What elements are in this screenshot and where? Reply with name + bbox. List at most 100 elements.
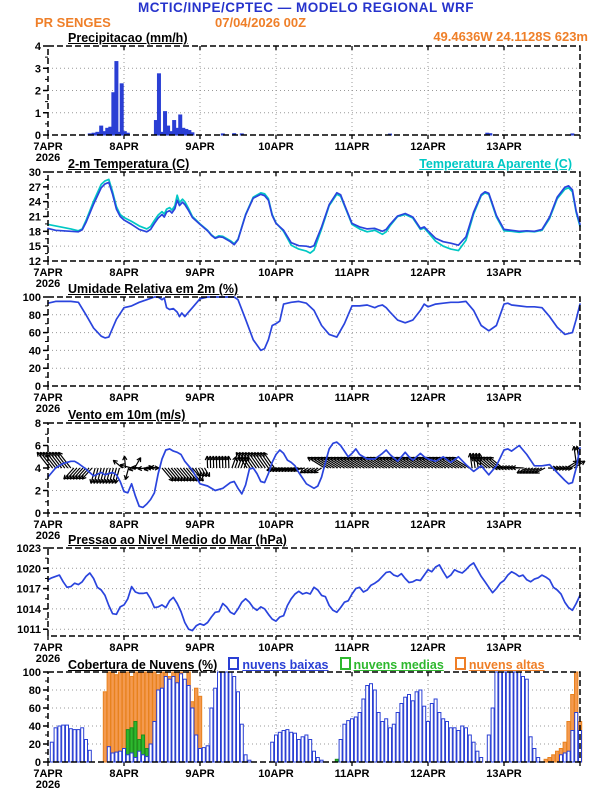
green-square-icon [339, 657, 351, 670]
svg-text:10APR: 10APR [258, 768, 294, 780]
svg-text:1017: 1017 [17, 584, 41, 596]
svg-text:11APR: 11APR [335, 519, 370, 531]
svg-text:7APR: 7APR [33, 141, 62, 153]
svg-text:20: 20 [29, 363, 41, 375]
station-name: PR SENGES [35, 15, 111, 30]
apparent-temperature-legend: Temperatura Aparente (C) [419, 157, 572, 171]
svg-text:11APR: 11APR [335, 768, 370, 780]
svg-text:9APR: 9APR [185, 392, 214, 404]
svg-text:10APR: 10APR [258, 141, 294, 153]
svg-text:12APR: 12APR [410, 519, 446, 531]
cloud-cover-title: Cobertura de Nuvens (%) [68, 658, 218, 672]
svg-text:3: 3 [35, 63, 41, 75]
svg-text:2026: 2026 [36, 653, 60, 665]
svg-text:8: 8 [35, 418, 41, 430]
svg-text:12APR: 12APR [410, 392, 446, 404]
svg-text:12APR: 12APR [410, 267, 446, 279]
legend-nuvens-baixas: nuvens baixas [228, 657, 329, 672]
svg-text:7APR: 7APR [33, 519, 62, 531]
svg-text:2026: 2026 [36, 278, 60, 290]
pressure-title: Pressao ao Nivel Medio do Mar (hPa) [68, 533, 287, 547]
svg-text:9APR: 9APR [185, 642, 214, 654]
svg-text:1014: 1014 [17, 604, 42, 616]
svg-text:1023: 1023 [17, 543, 41, 555]
svg-text:1011: 1011 [17, 624, 41, 636]
svg-text:7APR: 7APR [33, 392, 62, 404]
svg-text:11APR: 11APR [335, 141, 370, 153]
svg-text:27: 27 [29, 182, 41, 194]
svg-text:2: 2 [35, 86, 41, 98]
svg-text:0: 0 [35, 757, 41, 769]
legend-nuvens-altas: nuvens altas [454, 657, 545, 672]
svg-text:13APR: 13APR [486, 141, 522, 153]
svg-text:13APR: 13APR [486, 642, 522, 654]
svg-text:7APR: 7APR [33, 768, 62, 780]
svg-text:7APR: 7APR [33, 267, 62, 279]
legend-nuvens-medias: nuvens medias [339, 657, 444, 672]
svg-text:11APR: 11APR [335, 392, 370, 404]
svg-text:2026: 2026 [36, 403, 60, 415]
svg-text:2026: 2026 [36, 152, 60, 164]
svg-text:2026: 2026 [36, 779, 60, 791]
svg-text:9APR: 9APR [185, 768, 214, 780]
svg-text:12APR: 12APR [410, 642, 446, 654]
svg-text:13APR: 13APR [486, 267, 522, 279]
wind-title: Vento em 10m (m/s) [68, 408, 186, 422]
svg-text:2026: 2026 [36, 530, 60, 542]
svg-text:100: 100 [23, 292, 41, 304]
svg-text:0: 0 [35, 381, 41, 393]
svg-text:8APR: 8APR [109, 768, 138, 780]
svg-text:13APR: 13APR [486, 392, 522, 404]
svg-text:10APR: 10APR [258, 392, 294, 404]
svg-text:6: 6 [35, 441, 41, 453]
blue-square-icon [228, 657, 240, 670]
svg-text:8APR: 8APR [109, 392, 138, 404]
svg-text:9APR: 9APR [185, 519, 214, 531]
svg-text:24: 24 [29, 197, 42, 209]
svg-text:2: 2 [35, 486, 41, 498]
svg-text:9APR: 9APR [185, 141, 214, 153]
precipitation-title: Precipitacao (mm/h) [68, 31, 188, 45]
svg-text:9APR: 9APR [185, 267, 214, 279]
orange-square-icon [454, 657, 466, 670]
run-datetime: 07/04/2026 00Z [215, 15, 307, 30]
svg-text:8APR: 8APR [109, 267, 138, 279]
svg-text:8APR: 8APR [109, 141, 138, 153]
svg-text:1: 1 [35, 108, 41, 120]
svg-text:0: 0 [35, 508, 41, 520]
svg-text:12APR: 12APR [410, 141, 446, 153]
svg-text:80: 80 [29, 685, 41, 697]
svg-text:11APR: 11APR [335, 267, 370, 279]
svg-text:7APR: 7APR [33, 642, 62, 654]
svg-text:30: 30 [29, 167, 41, 179]
svg-text:15: 15 [29, 241, 41, 253]
svg-text:10APR: 10APR [258, 642, 294, 654]
svg-text:8APR: 8APR [109, 642, 138, 654]
cloud-title-row: Cobertura de Nuvens (%) nuvens baixas nu… [68, 657, 545, 672]
svg-text:18: 18 [29, 226, 41, 238]
svg-text:40: 40 [29, 721, 41, 733]
svg-text:13APR: 13APR [486, 768, 522, 780]
svg-text:8APR: 8APR [109, 519, 138, 531]
svg-text:80: 80 [29, 310, 41, 322]
svg-text:11APR: 11APR [335, 642, 370, 654]
svg-text:10APR: 10APR [258, 519, 294, 531]
svg-text:20: 20 [29, 739, 41, 751]
svg-text:4: 4 [35, 41, 42, 53]
svg-text:4: 4 [35, 463, 42, 475]
location-coords: 49.4636W 24.1128S 623m [433, 29, 588, 44]
svg-text:40: 40 [29, 345, 41, 357]
svg-text:21: 21 [29, 212, 41, 224]
temperature-title: 2-m Temperatura (C) [68, 157, 190, 171]
svg-text:10APR: 10APR [258, 267, 294, 279]
svg-text:60: 60 [29, 328, 41, 340]
svg-text:13APR: 13APR [486, 519, 522, 531]
svg-text:12: 12 [29, 256, 41, 268]
